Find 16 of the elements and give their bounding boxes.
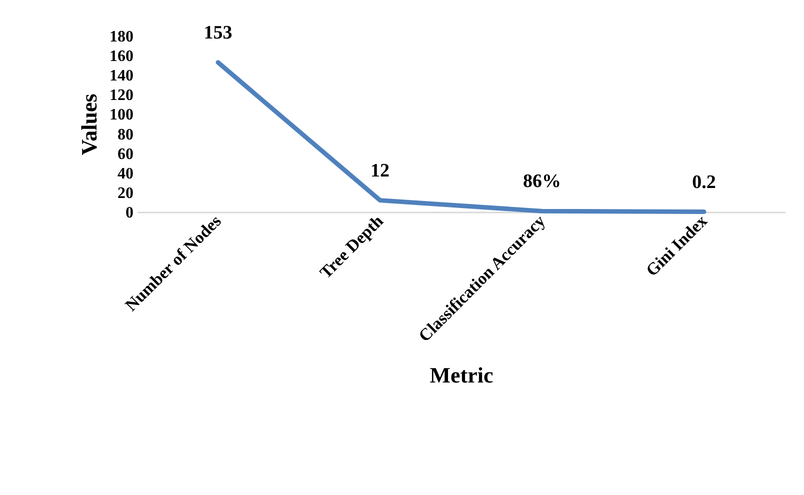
x-axis-title: Metric — [430, 362, 494, 388]
data-label: 153 — [204, 22, 232, 44]
y-tick-label: 0 — [126, 204, 134, 222]
data-label: 12 — [370, 160, 390, 182]
y-tick-label: 80 — [118, 126, 134, 144]
y-tick-label: 120 — [110, 87, 134, 104]
y-tick-label: 100 — [110, 106, 134, 124]
y-axis-title: Values — [76, 93, 102, 156]
data-label: 86% — [523, 171, 561, 192]
y-tick-label: 140 — [110, 68, 134, 85]
y-tick-label: 160 — [110, 48, 134, 66]
y-tick-label: 60 — [118, 146, 134, 163]
y-tick-label: 180 — [110, 28, 134, 46]
y-tick-label: 40 — [118, 165, 134, 182]
y-tick-label: 20 — [118, 184, 134, 202]
data-label: 0.2 — [692, 172, 716, 193]
